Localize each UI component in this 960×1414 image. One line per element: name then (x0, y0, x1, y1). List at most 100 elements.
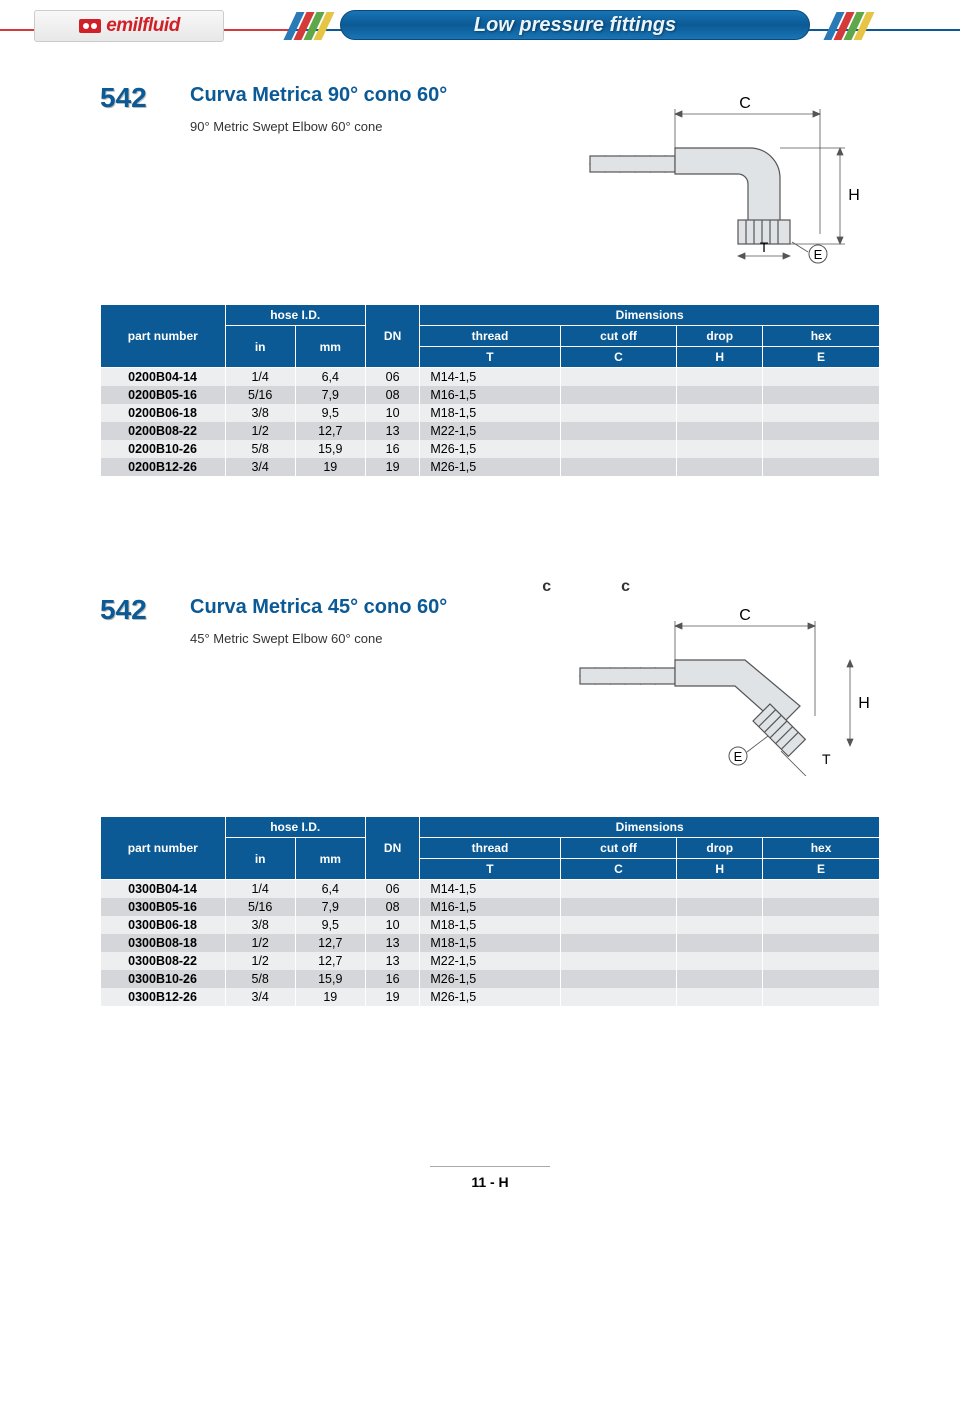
table-row: 0300B10-265/815,916M26-1,5 (101, 970, 880, 988)
th-hose-id: hose I.D. (225, 817, 365, 838)
table-row: 0300B05-165/167,908M16-1,5 (101, 898, 880, 916)
logo-icon (78, 16, 102, 36)
cell-in: 1/4 (225, 880, 295, 899)
cell-h (677, 368, 763, 387)
cell-e (763, 422, 880, 440)
cell-thread: M14-1,5 (420, 368, 560, 387)
cell-dn: 13 (365, 952, 420, 970)
cell-dn: 13 (365, 422, 420, 440)
cell-in: 1/2 (225, 934, 295, 952)
cell-h (677, 916, 763, 934)
cell-pn: 0200B12-26 (101, 458, 226, 476)
cell-e (763, 970, 880, 988)
diagram-90-elbow: C H T (540, 84, 880, 264)
th-C: C (560, 347, 677, 368)
cell-dn: 10 (365, 916, 420, 934)
th-mm: mm (295, 326, 365, 368)
cell-mm: 7,9 (295, 386, 365, 404)
cell-dn: 16 (365, 970, 420, 988)
cell-c (560, 422, 677, 440)
cell-in: 5/16 (225, 898, 295, 916)
cell-mm: 7,9 (295, 898, 365, 916)
cell-in: 5/16 (225, 386, 295, 404)
table-row: 0300B08-221/212,713M22-1,5 (101, 952, 880, 970)
cell-thread: M18-1,5 (420, 404, 560, 422)
cell-mm: 19 (295, 988, 365, 1006)
cell-pn: 0300B06-18 (101, 916, 226, 934)
th-hex: hex (763, 326, 880, 347)
th-E: E (763, 347, 880, 368)
cell-dn: 16 (365, 440, 420, 458)
cell-e (763, 916, 880, 934)
cell-c (560, 404, 677, 422)
cell-h (677, 988, 763, 1006)
cell-e (763, 952, 880, 970)
cell-thread: M26-1,5 (420, 458, 560, 476)
dim-c: C (739, 95, 751, 112)
cell-c (560, 934, 677, 952)
cell-pn: 0300B10-26 (101, 970, 226, 988)
cell-in: 1/2 (225, 952, 295, 970)
cell-in: 3/8 (225, 404, 295, 422)
cell-c (560, 440, 677, 458)
cell-pn: 0300B05-16 (101, 898, 226, 916)
cell-e (763, 898, 880, 916)
cell-c (560, 386, 677, 404)
page-title-banner: Low pressure fittings (340, 10, 810, 40)
table-90deg: part number hose I.D. DN Dimensions in m… (100, 304, 880, 476)
logo-text: emilfluid (106, 15, 180, 37)
table-row: 0300B12-263/41919M26-1,5 (101, 988, 880, 1006)
cell-e (763, 440, 880, 458)
cell-thread: M14-1,5 (420, 880, 560, 899)
cell-in: 1/4 (225, 368, 295, 387)
section-45deg: cc 542 Curva Metrica 45° cono 60° 45° Me… (100, 596, 880, 1006)
cell-thread: M26-1,5 (420, 970, 560, 988)
table-row: 0200B08-221/212,713M22-1,5 (101, 422, 880, 440)
dim-t: T (760, 239, 769, 255)
section-title: Curva Metrica 90° cono 60° (190, 84, 510, 107)
table-row: 0200B04-141/46,406M14-1,5 (101, 368, 880, 387)
section-90deg: 542 Curva Metrica 90° cono 60° 90° Metri… (100, 84, 880, 476)
cell-h (677, 440, 763, 458)
cell-h (677, 386, 763, 404)
cell-pn: 0200B10-26 (101, 440, 226, 458)
page-number: 11 - H (100, 1166, 880, 1190)
cell-c (560, 916, 677, 934)
cell-in: 3/8 (225, 916, 295, 934)
cell-in: 3/4 (225, 458, 295, 476)
table-row: 0300B04-141/46,406M14-1,5 (101, 880, 880, 899)
cell-h (677, 898, 763, 916)
cell-mm: 9,5 (295, 404, 365, 422)
cell-h (677, 934, 763, 952)
cell-thread: M18-1,5 (420, 934, 560, 952)
cell-thread: M26-1,5 (420, 988, 560, 1006)
page-title: Low pressure fittings (474, 14, 676, 37)
section-number: 542 (100, 596, 160, 624)
page-body: 542 Curva Metrica 90° cono 60° 90° Metri… (0, 54, 960, 1190)
table-row: 0200B12-263/41919M26-1,5 (101, 458, 880, 476)
th-thread: thread (420, 326, 560, 347)
cell-h (677, 880, 763, 899)
section-subtitle: 90° Metric Swept Elbow 60° cone (190, 119, 510, 134)
cell-pn: 0300B08-18 (101, 934, 226, 952)
cell-c (560, 458, 677, 476)
cell-mm: 15,9 (295, 970, 365, 988)
cell-in: 5/8 (225, 440, 295, 458)
th-thread: thread (420, 838, 560, 859)
cell-mm: 6,4 (295, 368, 365, 387)
dim-h: H (858, 695, 870, 712)
cell-pn: 0300B08-22 (101, 952, 226, 970)
th-mm: mm (295, 838, 365, 880)
cell-dn: 08 (365, 386, 420, 404)
cell-thread: M22-1,5 (420, 952, 560, 970)
cell-c (560, 988, 677, 1006)
cell-dn: 06 (365, 880, 420, 899)
decor-slashes-right (830, 12, 868, 40)
cell-c (560, 368, 677, 387)
cell-e (763, 988, 880, 1006)
section-number: 542 (100, 84, 160, 112)
th-hose-id: hose I.D. (225, 305, 365, 326)
cell-dn: 13 (365, 934, 420, 952)
cell-e (763, 458, 880, 476)
cell-pn: 0200B05-16 (101, 386, 226, 404)
